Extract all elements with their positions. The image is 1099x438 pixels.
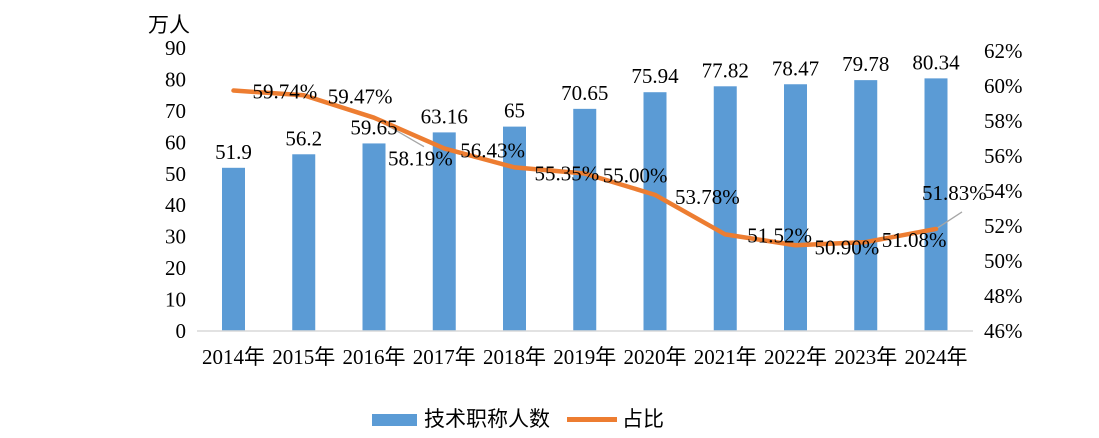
x-axis-tick: 2022年	[764, 345, 827, 369]
left-axis-tick: 70	[165, 99, 186, 123]
line-data-label: 53.78%	[675, 185, 740, 209]
left-axis-tick: 10	[165, 288, 186, 312]
x-axis-tick: 2020年	[624, 345, 687, 369]
left-axis-tick: 20	[165, 256, 186, 280]
bar-data-label: 79.78	[842, 52, 889, 76]
bar-data-label: 51.9	[215, 140, 252, 164]
bar-data-label: 75.94	[631, 64, 679, 88]
bar-data-label: 80.34	[912, 50, 960, 74]
bar-2017年	[432, 132, 456, 331]
bar-2015年	[292, 154, 316, 331]
bar-2019年	[573, 108, 597, 331]
left-axis-tick: 80	[165, 67, 186, 91]
x-axis-tick: 2017年	[413, 345, 476, 369]
right-axis-tick: 50%	[984, 249, 1023, 273]
line-data-label: 51.83%	[922, 181, 987, 205]
line-data-label: 51.52%	[747, 223, 812, 247]
right-axis-tick: 52%	[984, 214, 1023, 238]
x-axis-tick: 2024年	[905, 345, 968, 369]
bar-2014年	[222, 167, 245, 331]
right-axis-tick: 48%	[984, 284, 1023, 308]
right-axis-tick: 60%	[984, 74, 1023, 98]
bar-2023年	[854, 80, 878, 331]
line-data-label: 51.08%	[882, 228, 947, 252]
line-data-label: 59.74%	[253, 80, 318, 104]
bar-2016年	[362, 143, 386, 331]
legend-bar-series-label: 技术职称人数	[424, 407, 550, 431]
right-axis-tick: 54%	[984, 179, 1023, 203]
bar-2022年	[784, 84, 807, 331]
left-axis-tick: 40	[165, 193, 186, 217]
line-data-label: 56.43%	[460, 138, 525, 162]
line-data-label: 58.19%	[388, 147, 453, 171]
bar-2020年	[643, 92, 667, 331]
bar-data-label: 77.82	[702, 58, 749, 82]
x-axis-tick: 2014年	[202, 345, 265, 369]
legend-line-swatch-icon	[567, 417, 617, 422]
left-axis-tick: 50	[165, 162, 186, 186]
line-data-label: 59.47%	[328, 84, 393, 108]
x-axis-tick: 2019年	[553, 345, 616, 369]
right-axis-tick: 62%	[984, 39, 1023, 63]
line-data-label: 55.35%	[535, 161, 600, 185]
line-data-label: 55.00%	[603, 164, 668, 188]
bar-data-label: 63.16	[421, 104, 468, 128]
data-label-leader-line	[935, 211, 963, 230]
left-axis-unit-label: 万人	[148, 13, 190, 37]
left-axis-tick: 0	[176, 319, 187, 343]
x-axis-tick: 2021年	[694, 345, 757, 369]
right-axis-tick: 56%	[984, 144, 1023, 168]
legend-bar-swatch-icon	[372, 413, 417, 426]
right-axis-tick: 58%	[984, 109, 1023, 133]
x-axis-tick: 2023年	[834, 345, 897, 369]
left-axis-tick: 60	[165, 130, 186, 154]
left-axis-tick: 90	[165, 36, 186, 60]
line-series	[231, 88, 939, 248]
bar-2018年	[503, 126, 526, 331]
bar-data-label: 70.65	[561, 81, 608, 105]
bar-2021年	[713, 86, 737, 331]
bar-data-label: 59.65	[350, 115, 397, 139]
x-axis-tick: 2015年	[272, 345, 335, 369]
line-data-label: 50.90%	[815, 235, 880, 259]
left-axis-tick: 30	[165, 225, 186, 249]
legend-line-series-label: 占比	[622, 407, 664, 431]
bar-data-label: 56.2	[285, 126, 322, 150]
bar-2024年	[924, 78, 948, 331]
right-axis-tick: 46%	[984, 319, 1023, 343]
chart-legend: 技术职称人数 占比	[372, 403, 664, 433]
x-axis-tick: 2018年	[483, 345, 546, 369]
bar-data-label: 65	[504, 99, 525, 123]
bar-data-label: 78.47	[772, 56, 819, 80]
x-axis-tick: 2016年	[343, 345, 406, 369]
